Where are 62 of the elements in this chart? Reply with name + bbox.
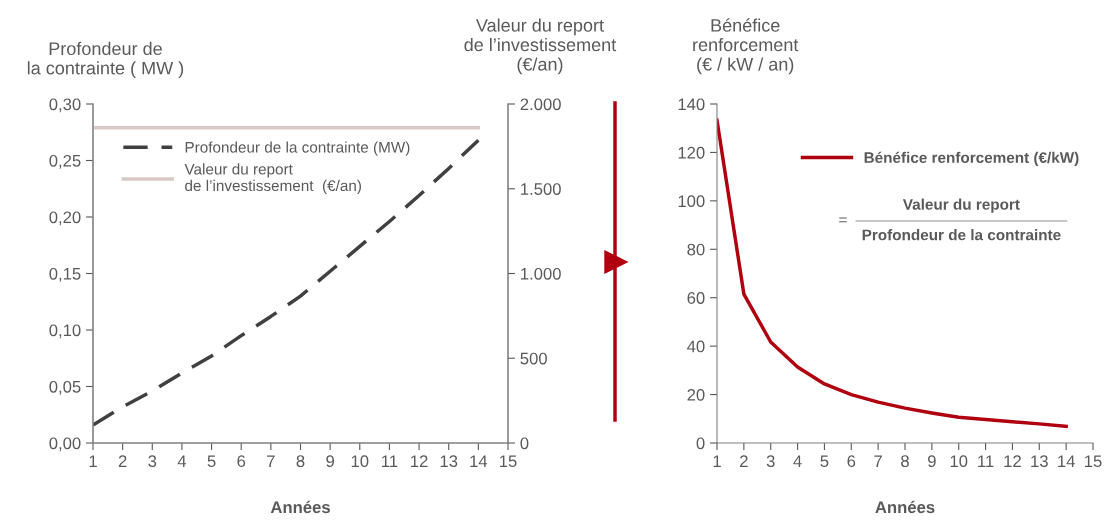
y-tick-label: 0,00 <box>49 437 81 452</box>
x-tick-label: 8 <box>901 455 909 468</box>
x-tick-label: 7 <box>267 455 275 467</box>
x-tick-label: 6 <box>237 455 246 468</box>
legend-label: Profondeur de la contrainte (MW) <box>185 141 410 156</box>
y-tick-label: 0,25 <box>49 154 81 169</box>
legend-label: Bénéfice renforcement (€/kW) <box>864 151 1079 167</box>
annotation: Valeur du report <box>902 198 1020 213</box>
y-tick-label: 0 <box>696 437 705 450</box>
y-tick-label: 0,15 <box>49 267 81 282</box>
y-tick-label: 0,05 <box>49 380 81 395</box>
y-tick-label: 120 <box>678 146 705 159</box>
annotation: Profondeur de la contrainte <box>862 229 1061 241</box>
legend-label: Valeur du report de l’investissement (€/an) <box>184 163 361 195</box>
x-tick-label: 9 <box>326 455 334 468</box>
y-tick-label: 100 <box>678 195 705 208</box>
x-tick-label: 13 <box>440 455 458 468</box>
x-tick-label: 2 <box>118 455 127 467</box>
x-tick-label: 11 <box>978 455 994 467</box>
x-tick-label: 14 <box>1058 455 1075 467</box>
x-tick-label: 2 <box>740 455 748 467</box>
x-tick-label: 7 <box>874 455 882 467</box>
y2-tick-label: 1.500 <box>521 183 561 195</box>
x-tick-label: 15 <box>500 455 517 468</box>
x-tick-label: 11 <box>382 455 398 467</box>
x-tick-label: 5 <box>207 455 216 468</box>
x-tick-label: 6 <box>847 455 856 468</box>
y2-axis-title: Valeur du report de l’investissement (€/an) <box>464 18 617 75</box>
y-tick-label: 0,20 <box>49 211 81 226</box>
x-tick-label: 13 <box>1031 455 1048 468</box>
y-tick-label: 0,10 <box>49 324 81 339</box>
y-tick-label: 80 <box>687 243 705 256</box>
y-axis-title: Profondeur de la contrainte ( MW ) <box>27 41 184 79</box>
x-tick-label: 9 <box>928 455 936 468</box>
y-axis-title: Bénéfice renforcement (€ / kW / an) <box>693 18 799 75</box>
y2-tick-label: 0 <box>520 437 529 450</box>
annotation: = <box>839 217 847 223</box>
x-tick-label: 12 <box>411 455 428 467</box>
x-tick-label: 3 <box>148 455 157 468</box>
x-tick-label: 14 <box>470 455 488 467</box>
x-tick-label: 10 <box>351 455 369 468</box>
y-tick-label: 40 <box>687 340 705 353</box>
y-tick-label: 0,30 <box>49 98 81 113</box>
x-tick-label: 12 <box>1004 455 1021 467</box>
x-tick-label: 4 <box>177 455 187 467</box>
y-tick-label: 60 <box>687 292 705 304</box>
x-tick-label: 10 <box>950 455 968 468</box>
x-tick-label: 5 <box>820 455 829 468</box>
x-axis-title: Années <box>875 500 935 514</box>
x-tick-label: 8 <box>296 455 305 468</box>
x-tick-label: 4 <box>793 455 802 467</box>
line-series <box>93 138 481 427</box>
y-tick-label: 20 <box>687 388 705 401</box>
x-tick-label: 15 <box>1085 455 1102 468</box>
x-tick-label: 1 <box>713 455 721 467</box>
y2-tick-label: 2.000 <box>520 98 561 111</box>
x-tick-label: 3 <box>766 455 775 468</box>
y2-tick-label: 1.000 <box>521 267 561 280</box>
y2-tick-label: 500 <box>520 352 547 365</box>
x-axis-title: Années <box>270 500 330 514</box>
y-tick-label: 140 <box>678 98 705 111</box>
x-tick-label: 1 <box>89 455 97 467</box>
